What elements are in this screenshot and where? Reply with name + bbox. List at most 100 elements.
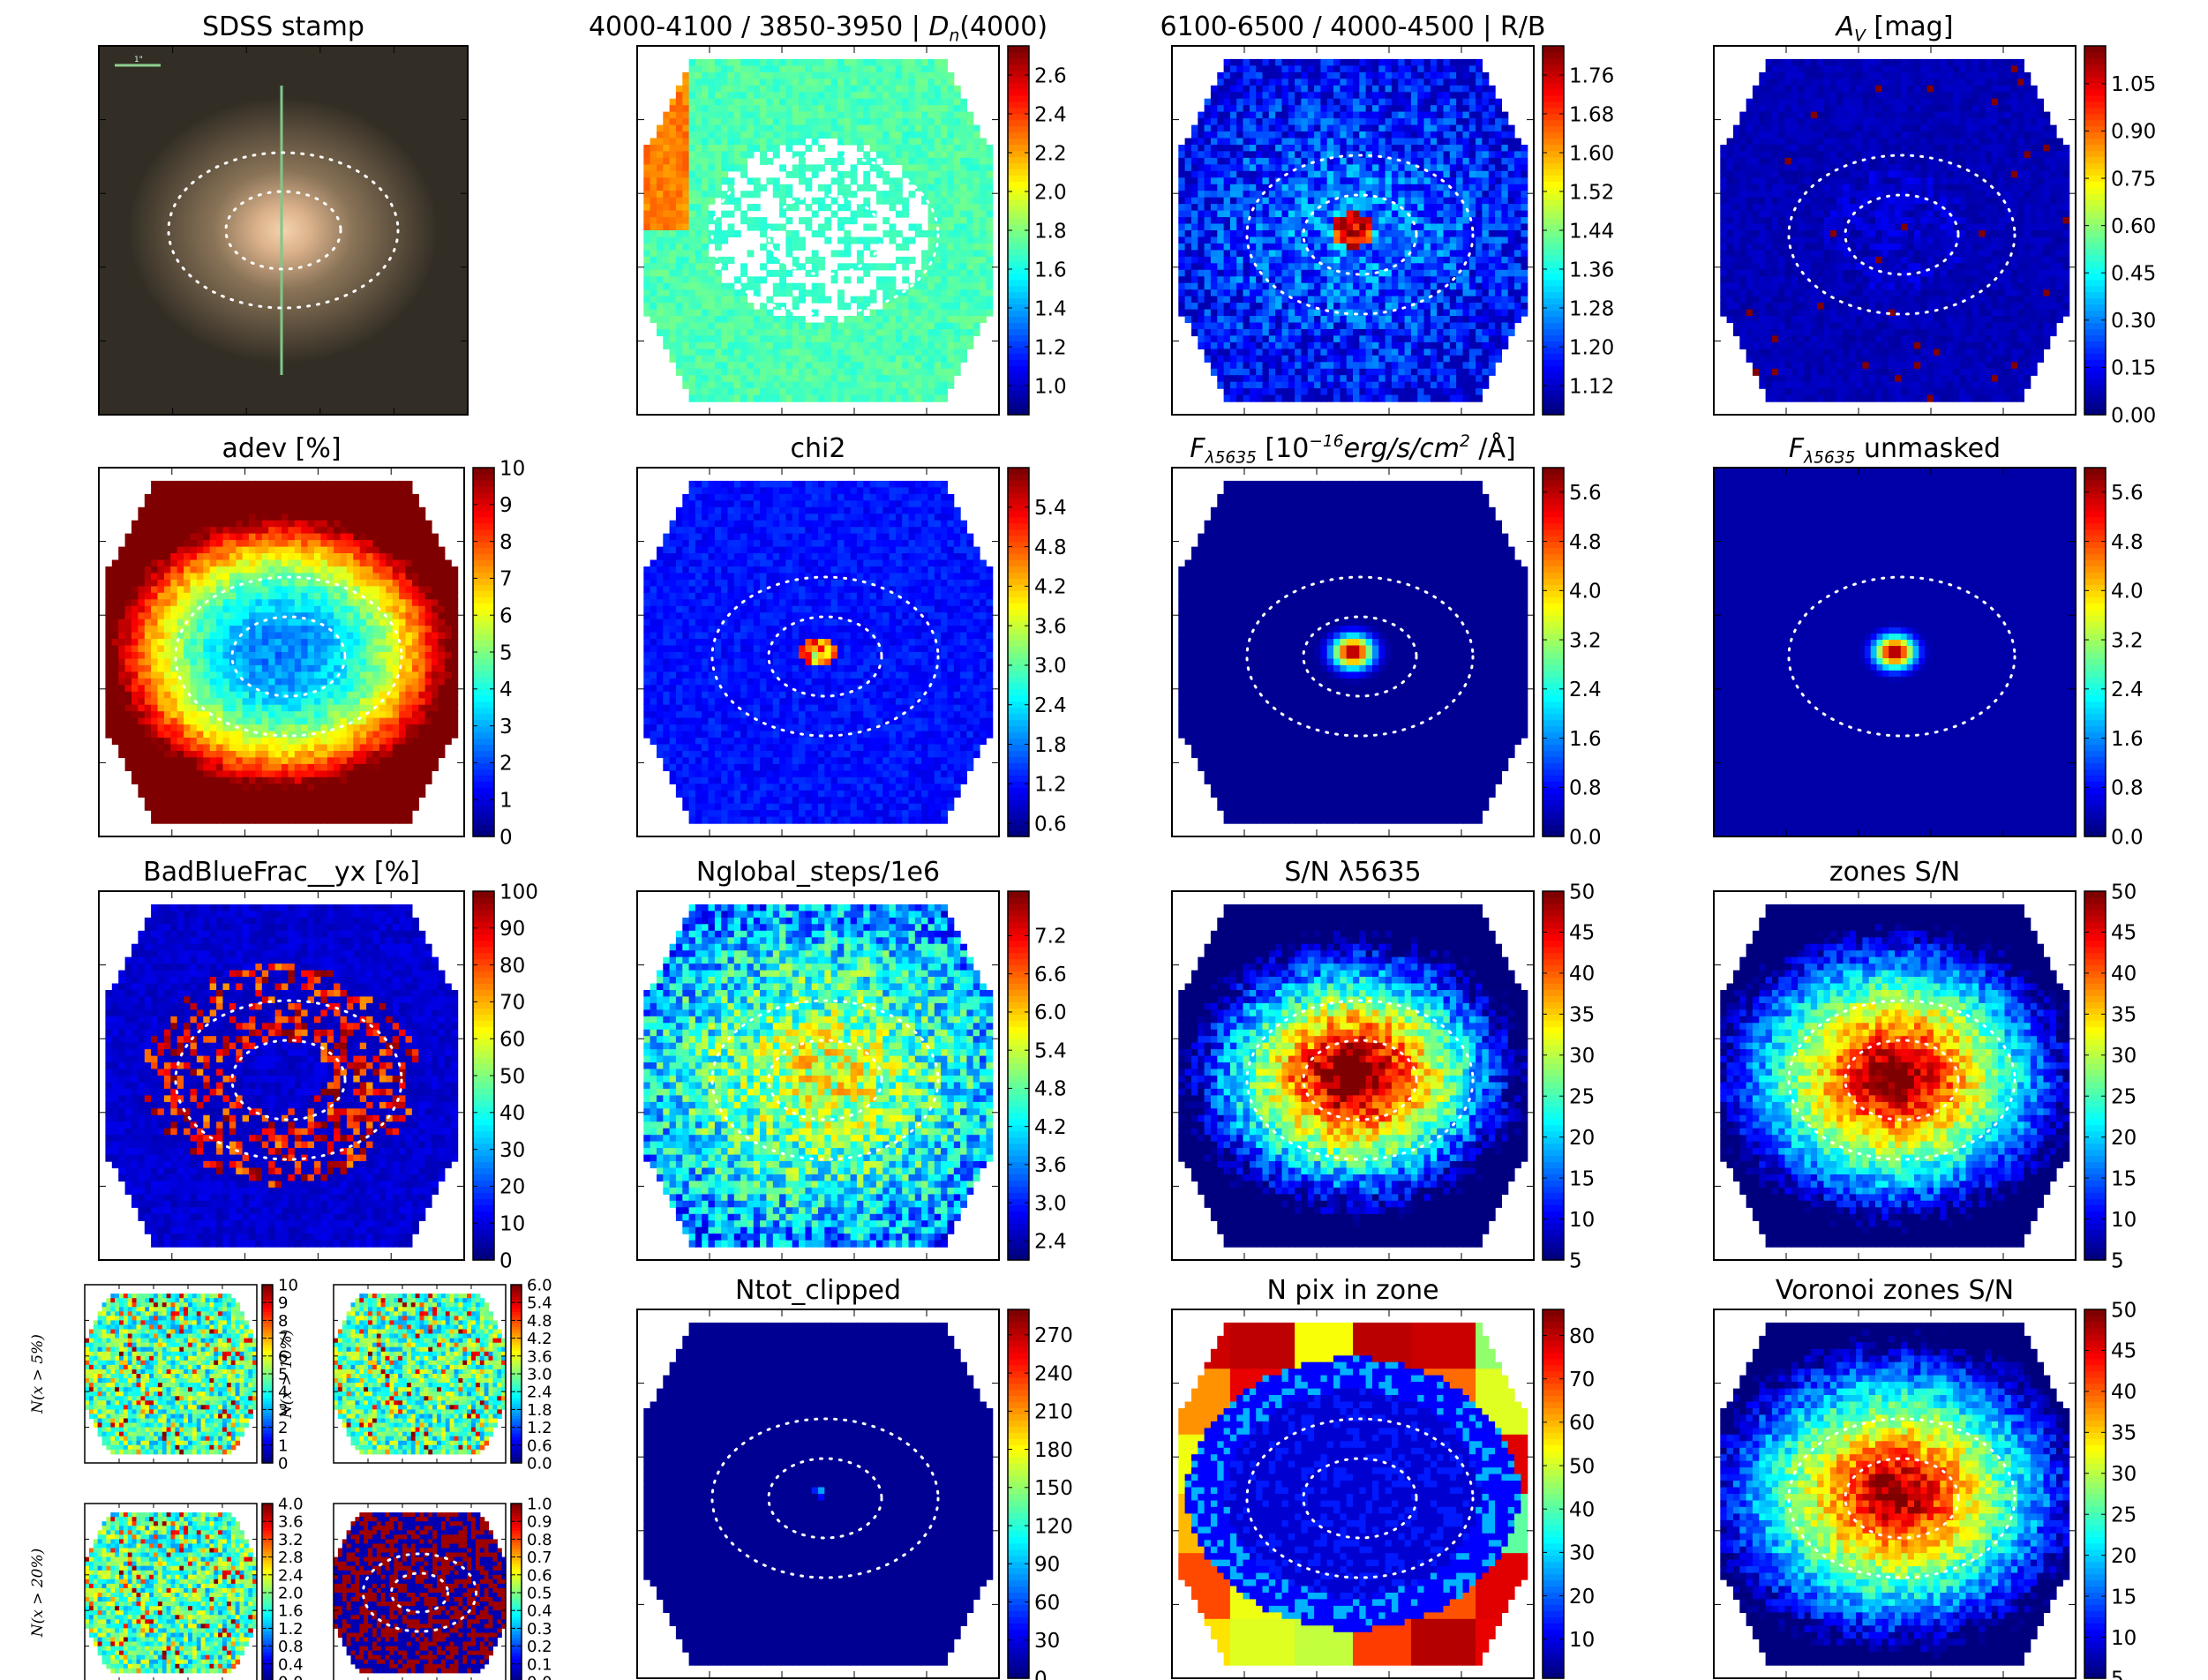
heatmap-cell bbox=[734, 118, 741, 125]
heatmap-cell bbox=[785, 270, 792, 277]
heatmap-cell bbox=[1314, 79, 1321, 86]
heatmap-cell bbox=[779, 65, 786, 72]
heatmap-cell bbox=[682, 349, 689, 356]
heatmap-cell bbox=[980, 164, 987, 171]
colorbar-segment bbox=[1008, 365, 1029, 372]
heatmap-cell bbox=[1263, 79, 1270, 86]
heatmap-cell bbox=[870, 125, 877, 132]
heatmap-cell bbox=[915, 118, 922, 125]
heatmap-cell bbox=[837, 86, 845, 93]
heatmap-cell bbox=[966, 171, 973, 178]
heatmap-cell bbox=[702, 131, 709, 139]
heatmap-cell bbox=[837, 92, 845, 99]
heatmap-cell bbox=[760, 99, 767, 106]
heatmap-cell bbox=[657, 125, 664, 132]
heatmap-cell bbox=[921, 230, 928, 237]
heatmap-cell bbox=[947, 296, 954, 304]
heatmap-cell bbox=[851, 335, 858, 342]
heatmap-cell bbox=[709, 171, 716, 178]
heatmap-cell bbox=[980, 237, 987, 244]
heatmap-cell bbox=[682, 105, 689, 112]
heatmap-cell bbox=[650, 310, 657, 317]
heatmap-cell bbox=[689, 112, 696, 119]
heatmap-cell bbox=[785, 184, 792, 191]
heatmap-cell bbox=[785, 349, 792, 356]
heatmap-cell bbox=[689, 342, 696, 349]
heatmap-cell bbox=[909, 323, 916, 330]
heatmap-cell bbox=[1256, 79, 1263, 86]
heatmap-cell bbox=[909, 139, 916, 146]
heatmap-cell bbox=[702, 382, 709, 389]
heatmap-cell bbox=[702, 191, 709, 198]
heatmap-cell bbox=[670, 224, 677, 231]
heatmap-cell bbox=[779, 342, 786, 349]
heatmap-cell bbox=[973, 244, 980, 251]
heatmap-cell bbox=[689, 191, 696, 198]
colorbar-segment bbox=[1008, 162, 1029, 169]
heatmap-cell bbox=[1469, 59, 1476, 66]
heatmap-cell bbox=[831, 369, 838, 376]
heatmap-cell bbox=[1282, 65, 1289, 72]
heatmap-cell bbox=[670, 244, 677, 251]
heatmap-cell bbox=[766, 177, 773, 184]
heatmap-cell bbox=[954, 283, 961, 290]
heatmap-cell bbox=[896, 65, 903, 72]
heatmap-cell bbox=[709, 388, 716, 395]
heatmap-cell bbox=[747, 112, 755, 119]
heatmap-cell bbox=[643, 283, 650, 290]
heatmap-cell bbox=[947, 99, 954, 106]
heatmap-cell bbox=[851, 342, 858, 349]
heatmap-cell bbox=[928, 99, 935, 106]
heatmap-cell bbox=[805, 177, 812, 184]
heatmap-cell bbox=[799, 139, 806, 146]
heatmap-cell bbox=[863, 184, 870, 191]
heatmap-cell bbox=[837, 139, 845, 146]
heatmap-cell bbox=[773, 349, 780, 356]
heatmap-cell bbox=[670, 276, 677, 283]
heatmap-cell bbox=[689, 270, 696, 277]
heatmap-cell bbox=[1386, 72, 1393, 79]
heatmap-cell bbox=[670, 118, 677, 125]
heatmap-cell bbox=[657, 323, 664, 330]
heatmap-cell bbox=[695, 105, 702, 112]
heatmap-cell bbox=[792, 388, 800, 395]
heatmap-cell bbox=[773, 323, 780, 330]
heatmap-cell bbox=[954, 323, 961, 330]
heatmap-cell bbox=[960, 270, 967, 277]
heatmap-cell bbox=[799, 86, 806, 93]
heatmap-cell bbox=[915, 310, 922, 317]
heatmap-cell bbox=[909, 356, 916, 363]
heatmap-cell bbox=[954, 250, 961, 257]
heatmap-cell bbox=[863, 139, 870, 146]
heatmap-cell bbox=[863, 105, 870, 112]
heatmap-cell bbox=[973, 323, 980, 330]
heatmap-cell bbox=[689, 92, 696, 99]
heatmap-cell bbox=[1392, 65, 1399, 72]
heatmap-cell bbox=[695, 349, 702, 356]
heatmap-cell bbox=[947, 250, 954, 257]
heatmap-cell bbox=[1347, 65, 1354, 72]
heatmap-cell bbox=[799, 375, 806, 382]
heatmap-cell bbox=[896, 86, 903, 93]
heatmap-cell bbox=[935, 349, 942, 356]
heatmap-cell bbox=[754, 369, 761, 376]
heatmap-cell bbox=[844, 125, 851, 132]
heatmap-cell bbox=[785, 356, 792, 363]
heatmap-cell bbox=[740, 303, 747, 310]
heatmap-cell bbox=[973, 257, 980, 264]
heatmap-cell bbox=[779, 224, 786, 231]
heatmap-cell bbox=[760, 59, 767, 66]
heatmap-cell bbox=[663, 237, 670, 244]
heatmap-cell bbox=[896, 72, 903, 79]
heatmap-cell bbox=[715, 276, 722, 283]
heatmap-cell bbox=[734, 349, 741, 356]
heatmap-cell bbox=[947, 310, 954, 317]
heatmap-cell bbox=[909, 59, 916, 66]
heatmap-cell bbox=[812, 79, 819, 86]
heatmap-cell bbox=[1437, 59, 1444, 66]
heatmap-cell bbox=[721, 230, 728, 237]
heatmap-cell bbox=[876, 92, 883, 99]
heatmap-cell bbox=[792, 99, 800, 106]
heatmap-cell bbox=[773, 395, 780, 402]
heatmap-cell bbox=[695, 99, 702, 106]
